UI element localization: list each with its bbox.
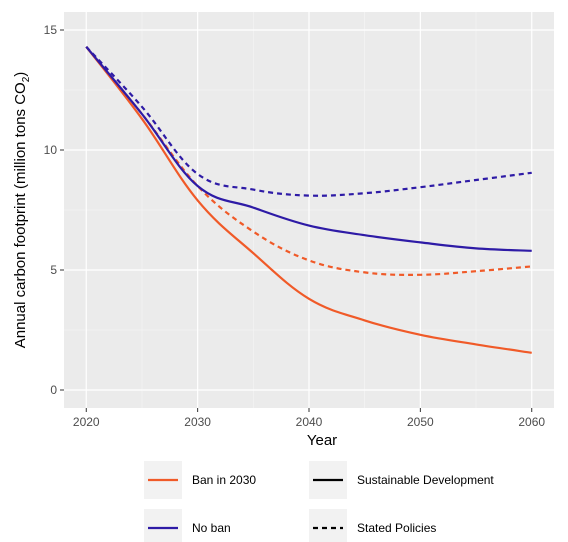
y-axis-label-close: ) [12, 72, 29, 77]
legend-key [309, 509, 347, 542]
y-tick-label: 5 [50, 263, 57, 277]
x-tick-label: 2040 [296, 415, 323, 429]
y-axis-ticks: 0 5 10 15 [44, 23, 64, 397]
legend: Ban in 2030 Sustainable Development No ban… [144, 461, 494, 542]
x-tick-label: 2060 [518, 415, 545, 429]
legend-label: No ban [192, 521, 231, 535]
x-axis-label: Year [307, 432, 337, 449]
legend-label: Stated Policies [357, 521, 436, 535]
series-lines [85, 46, 532, 354]
y-axis-label-subscript: 2 [21, 76, 32, 82]
x-tick-label: 2020 [73, 415, 100, 429]
y-axis-label: Annual carbon footprint (million tons CO… [12, 72, 32, 349]
y-axis-label-main: Annual carbon footprint (million tons CO [12, 82, 29, 348]
y-tick-label: 0 [50, 383, 57, 397]
series-line-noban-dashed [85, 46, 532, 197]
series-line-ban-dashed [85, 46, 532, 276]
legend-key [144, 509, 182, 542]
legend-label: Ban in 2030 [192, 473, 256, 487]
series-line-ban-solid [85, 46, 532, 354]
grid-major [64, 12, 554, 408]
x-tick-label: 2050 [407, 415, 434, 429]
legend-label: Sustainable Development [357, 473, 494, 487]
y-tick-label: 10 [44, 143, 58, 157]
series-line-noban-solid [85, 46, 532, 252]
x-tick-label: 2030 [184, 415, 211, 429]
x-axis-ticks: 2020 2030 2040 2050 2060 [73, 408, 545, 429]
y-tick-label: 15 [44, 23, 58, 37]
